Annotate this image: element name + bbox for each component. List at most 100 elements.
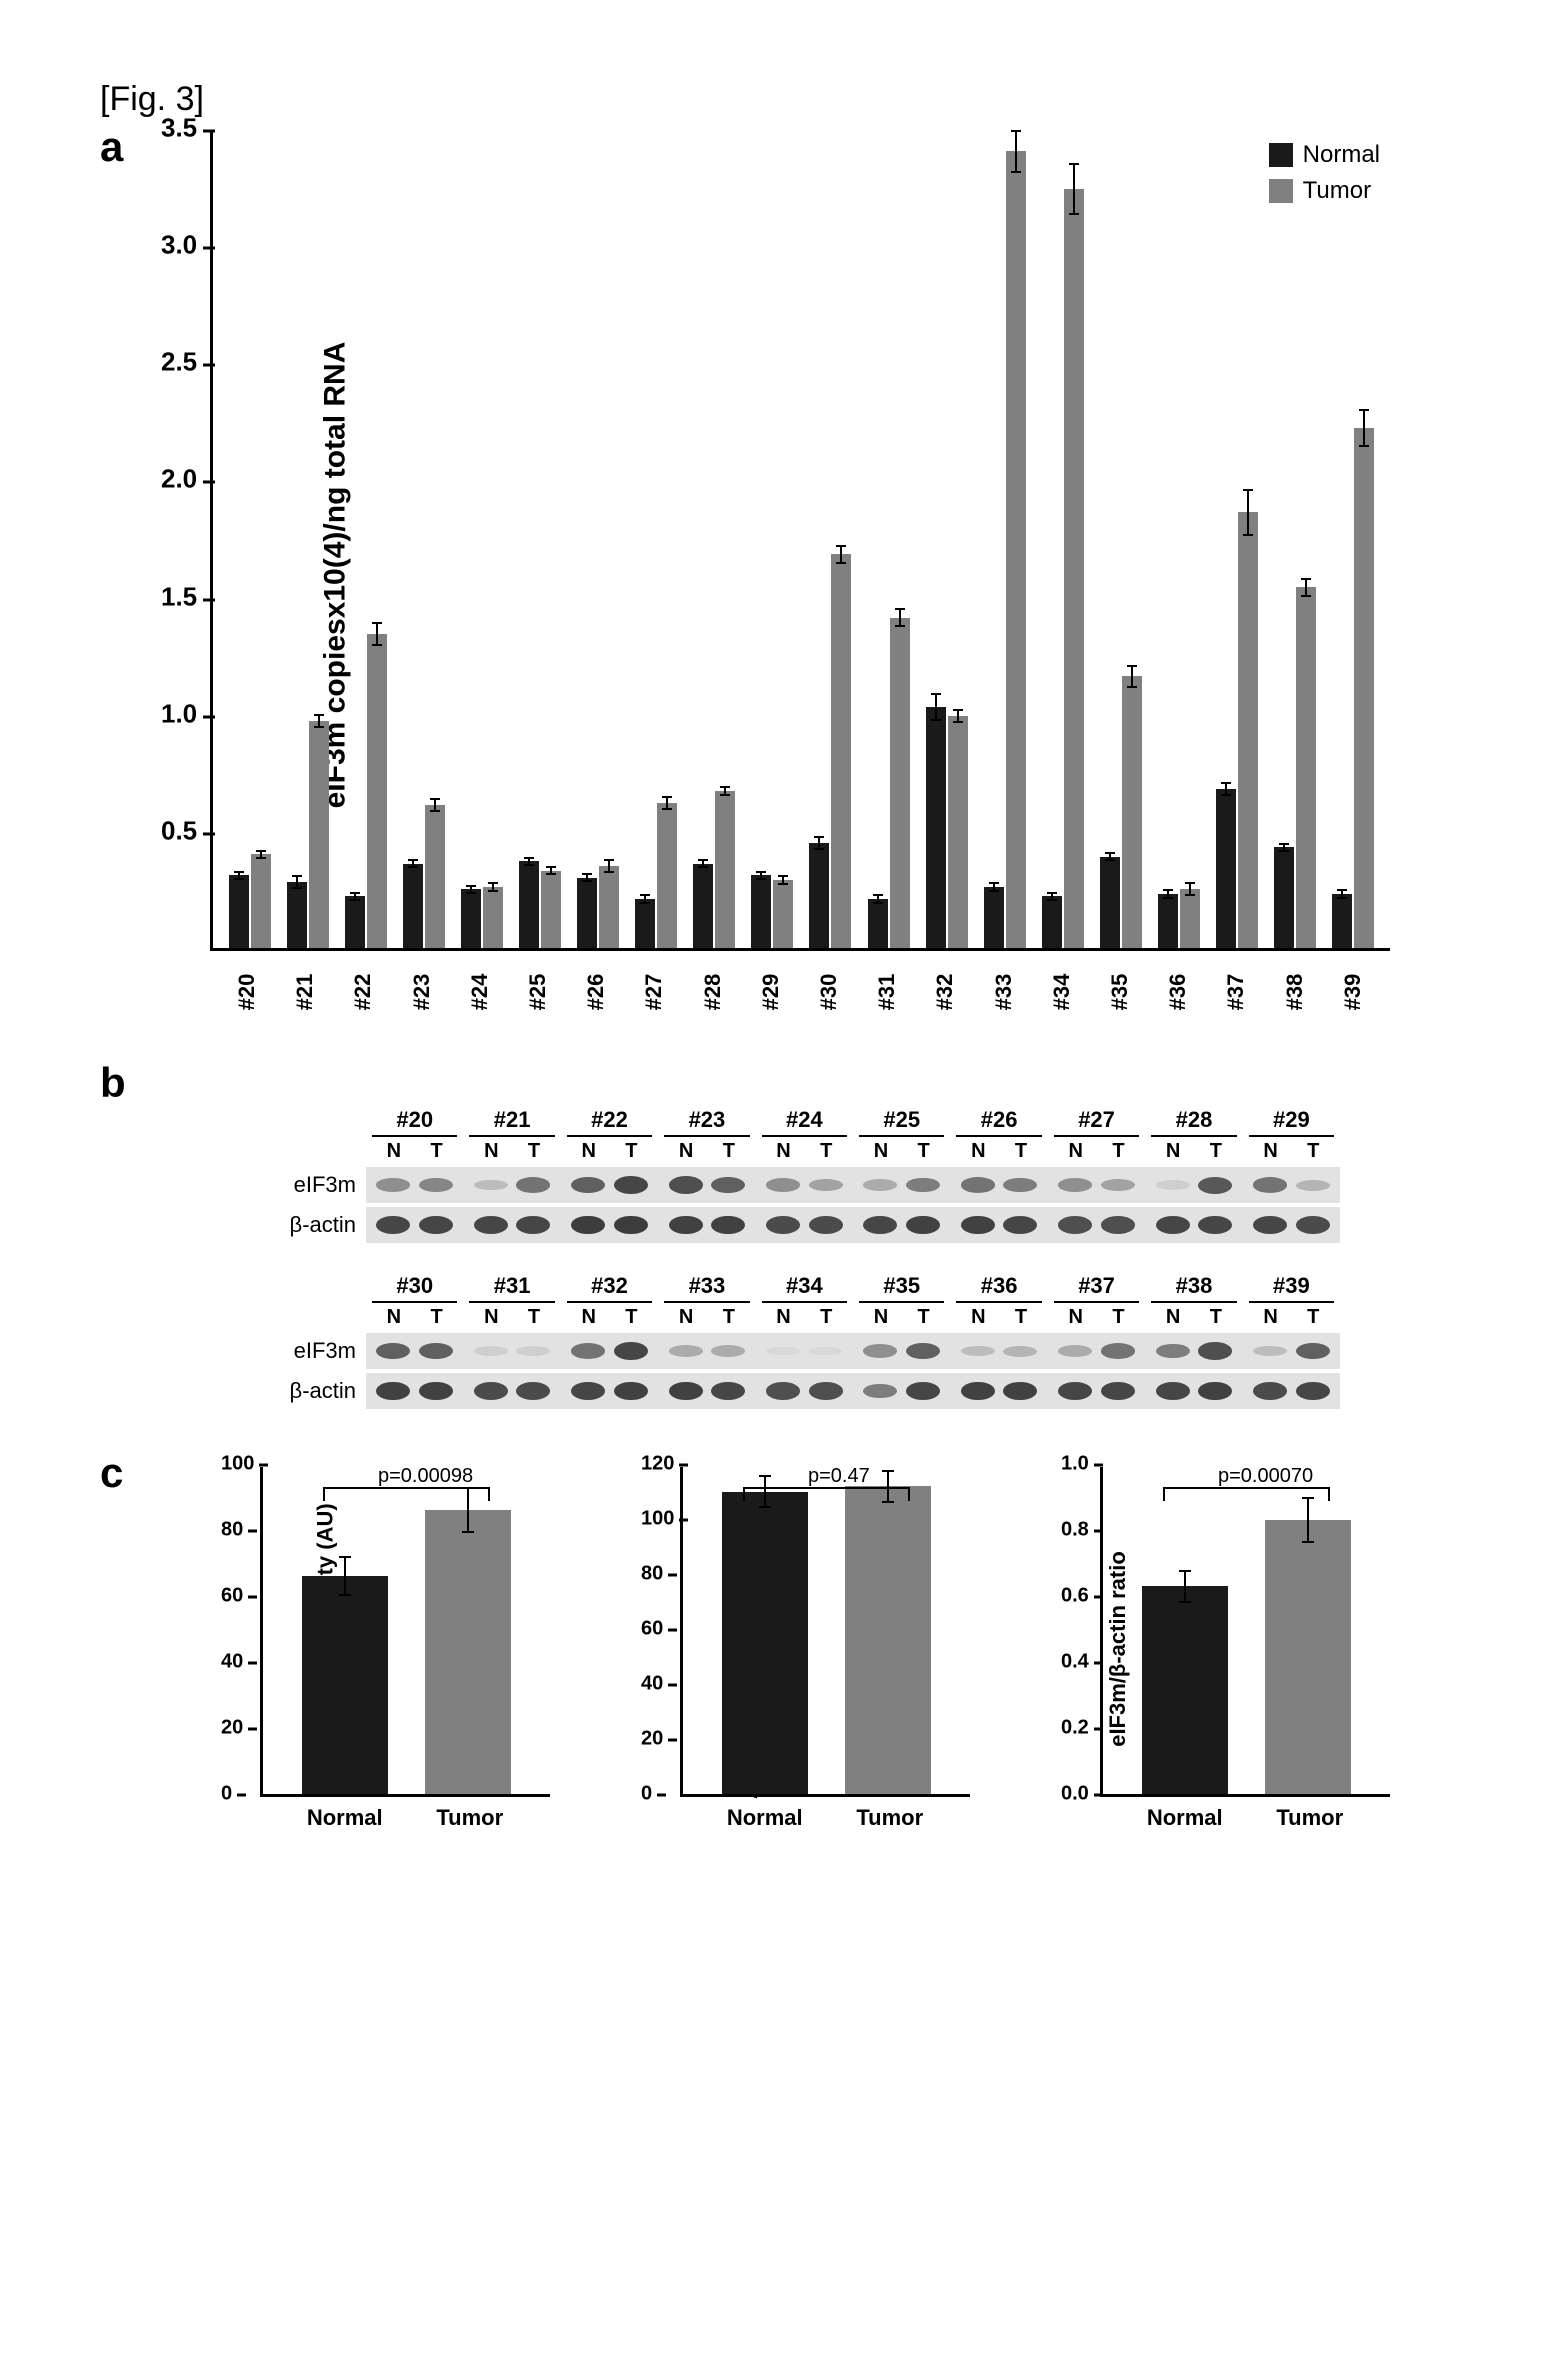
lane-label: N: [484, 1306, 498, 1329]
tumor-bar: [425, 1510, 511, 1794]
bar-group: [569, 866, 627, 948]
blot-strip: [366, 1333, 1340, 1369]
bar-group: [511, 861, 569, 948]
x-tick-label: #23: [395, 963, 449, 1021]
band: [711, 1177, 745, 1193]
tick-mark: [203, 832, 215, 835]
band: [766, 1178, 800, 1191]
lane-pair: [664, 1333, 749, 1369]
tumor-bar: [483, 887, 503, 948]
tumor-bar: [657, 803, 677, 948]
band: [809, 1179, 843, 1191]
error-bar: [644, 894, 646, 903]
band: [516, 1216, 550, 1234]
tumor-bar: [425, 805, 445, 948]
band: [1198, 1382, 1232, 1401]
tumor-bar: [1122, 676, 1142, 948]
error-bar: [782, 875, 784, 884]
x-tick-label: #21: [278, 963, 332, 1021]
mini-plot: 020406080100p=0.00098: [260, 1467, 550, 1797]
band: [1003, 1178, 1037, 1193]
x-tick-label: Normal: [727, 1805, 803, 1831]
blot-strip: [366, 1207, 1340, 1243]
figure-label: [Fig. 3]: [100, 80, 1441, 119]
lane-pair: [372, 1207, 457, 1243]
lane-label: T: [1210, 1140, 1222, 1163]
band: [1101, 1179, 1135, 1191]
lane-label-pair: NT: [372, 1306, 457, 1329]
chart-a-plot: NormalTumor 0.51.01.52.02.53.03.5: [210, 131, 1390, 951]
lane-label-pair: NT: [469, 1306, 554, 1329]
band: [571, 1343, 605, 1358]
tick-mark: [1094, 1464, 1103, 1467]
bar-group: [685, 791, 743, 948]
lane-pair: [372, 1333, 457, 1369]
sample-label: #25: [859, 1107, 944, 1137]
band: [669, 1216, 703, 1235]
band: [711, 1216, 745, 1235]
error-bar: [957, 709, 959, 723]
lane-label-pair: NT: [664, 1306, 749, 1329]
error-bar: [760, 871, 762, 880]
tick-mark: [203, 481, 215, 484]
bracket-drop: [488, 1489, 490, 1501]
lane-label: N: [971, 1306, 985, 1329]
band: [1058, 1345, 1092, 1357]
lane-pair: [664, 1207, 749, 1243]
lane-label-pair: NT: [1054, 1140, 1139, 1163]
band: [1156, 1216, 1190, 1234]
band: [1058, 1178, 1092, 1191]
error-bar: [528, 857, 530, 866]
band: [474, 1180, 508, 1190]
normal-bar: [519, 861, 539, 948]
sample-label: #30: [372, 1273, 457, 1303]
normal-bar: [302, 1576, 388, 1794]
error-bar: [376, 622, 378, 645]
lane-label: T: [625, 1306, 637, 1329]
lane-label-pair: NT: [762, 1306, 847, 1329]
blot-lane-labels: NTNTNTNTNTNTNTNTNTNT: [366, 1140, 1340, 1163]
error-bar: [840, 545, 842, 564]
sample-label: #32: [567, 1273, 652, 1303]
band: [1296, 1216, 1330, 1234]
bracket-drop: [1163, 1489, 1165, 1501]
lane-pair: [859, 1373, 944, 1409]
lane-pair: [372, 1373, 457, 1409]
blot-row-actin: β-actin: [270, 1207, 1340, 1243]
band: [809, 1216, 843, 1234]
tick-mark: [668, 1629, 677, 1632]
mini-ytick: 100: [641, 1508, 674, 1531]
tumor-bar: [845, 1486, 931, 1794]
tick-mark: [1094, 1596, 1103, 1599]
bar-group: [221, 854, 279, 948]
chart-a-ytick: 1.5: [161, 581, 197, 612]
chart-a-ytick: 3.5: [161, 113, 197, 144]
bar-group: [1150, 889, 1208, 948]
x-tick-label: #30: [802, 963, 856, 1021]
tumor-bar: [367, 634, 387, 948]
lane-label-pair: NT: [1151, 1306, 1236, 1329]
tumor-bar: [948, 716, 968, 948]
sample-label: #29: [1249, 1107, 1334, 1137]
normal-bar: [1216, 789, 1236, 948]
error-bar: [818, 836, 820, 850]
lane-label-pair: NT: [664, 1140, 749, 1163]
panel-b-label: b: [100, 1059, 1441, 1107]
error-bar: [608, 859, 610, 873]
error-bar: [1189, 882, 1191, 896]
normal-bar: [345, 896, 365, 948]
mini-ytick: 0: [641, 1783, 652, 1806]
chart-a-ytick: 0.5: [161, 815, 197, 846]
blot-sample-labels: #20#21#22#23#24#25#26#27#28#29: [366, 1107, 1340, 1140]
mini-bars: [1103, 1467, 1390, 1794]
x-tick-label: #33: [977, 963, 1031, 1021]
lane-pair: [859, 1207, 944, 1243]
band: [906, 1216, 940, 1235]
error-bar: [1051, 892, 1053, 901]
bar-group: [1324, 428, 1382, 948]
chart-a-ytick: 2.0: [161, 464, 197, 495]
band: [419, 1343, 453, 1359]
mini-ytick: 40: [641, 1673, 663, 1696]
mini-ytick: 0: [221, 1783, 232, 1806]
band: [669, 1176, 703, 1194]
